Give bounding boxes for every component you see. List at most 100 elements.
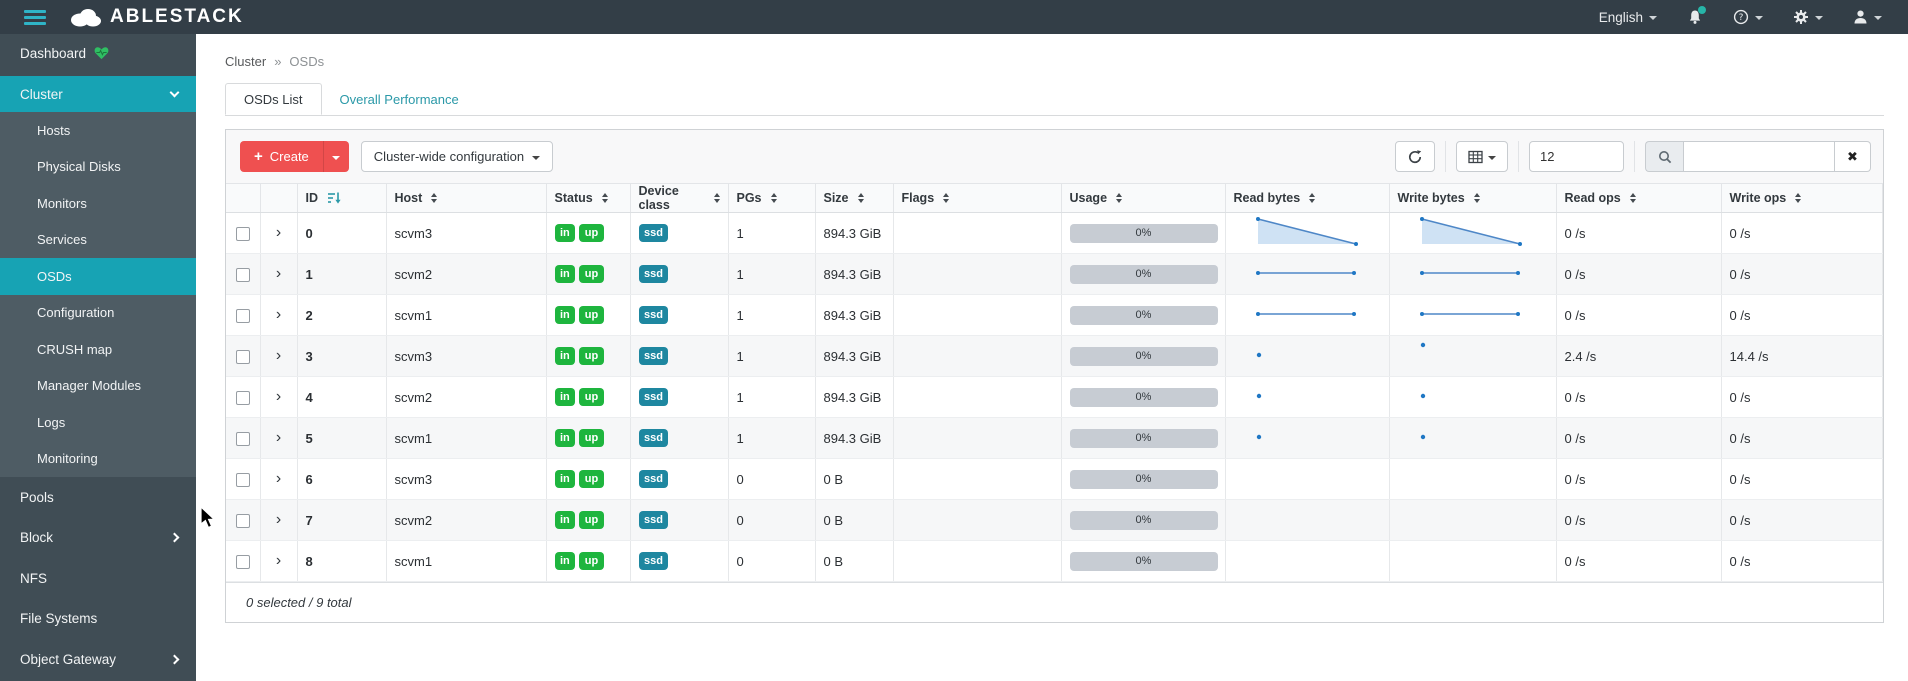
column-header-usage[interactable]: Usage bbox=[1061, 183, 1226, 213]
row-checkbox[interactable] bbox=[235, 513, 250, 528]
column-header-device-class[interactable]: Device class bbox=[630, 183, 729, 213]
usage-cell: 0% bbox=[1061, 335, 1226, 377]
clear-search-button[interactable]: ✖ bbox=[1835, 141, 1871, 172]
sidebar-item-nfs[interactable]: NFS bbox=[0, 558, 196, 599]
table-row: › 2 scvm1 in up ssd 1 894.3 GiB 0% 0 /s 0 /s bbox=[226, 294, 1883, 336]
sidebar-item-monitors[interactable]: Monitors bbox=[0, 185, 196, 222]
column-header-write-ops[interactable]: Write ops bbox=[1721, 183, 1883, 213]
column-toggle-button[interactable] bbox=[1456, 141, 1508, 172]
create-button[interactable]: + Create bbox=[240, 141, 349, 172]
expand-row-icon[interactable]: › bbox=[275, 224, 282, 241]
status-cell: in up bbox=[546, 376, 631, 418]
sidebar-item-pools[interactable]: Pools bbox=[0, 477, 196, 518]
column-header-read-bytes[interactable]: Read bytes bbox=[1225, 183, 1390, 213]
table-body: › 0 scvm3 in up ssd 1 894.3 GiB 0% 0 /s 0 /s › 1 scvm… bbox=[226, 212, 1883, 582]
sort-icon bbox=[1795, 193, 1802, 203]
sidebar-item-hosts[interactable]: Hosts bbox=[0, 112, 196, 149]
pgs-cell: 1 bbox=[728, 212, 816, 254]
column-header-size[interactable]: Size bbox=[815, 183, 894, 213]
expand-row-icon[interactable]: › bbox=[275, 306, 282, 323]
column-header-pgs[interactable]: PGs bbox=[728, 183, 816, 213]
notifications-button[interactable] bbox=[1687, 6, 1706, 25]
sparkline-chart bbox=[1419, 216, 1522, 246]
help-menu[interactable]: ? bbox=[1733, 9, 1763, 25]
row-checkbox[interactable] bbox=[235, 226, 250, 241]
sidebar-item-services[interactable]: Services bbox=[0, 221, 196, 258]
status-cell: in up bbox=[546, 212, 631, 254]
breadcrumb-cluster[interactable]: Cluster bbox=[225, 54, 267, 69]
status-cell: in up bbox=[546, 458, 631, 500]
write-ops-cell: 0 /s bbox=[1721, 458, 1883, 500]
read-bytes-cell bbox=[1225, 294, 1390, 336]
status-cell: in up bbox=[546, 417, 631, 459]
read-ops-cell: 0 /s bbox=[1556, 294, 1722, 336]
sidebar-item-block[interactable]: Block bbox=[0, 518, 196, 559]
sidebar-item-crush-map[interactable]: CRUSH map bbox=[0, 331, 196, 368]
sidebar-item-manager-modules[interactable]: Manager Modules bbox=[0, 367, 196, 404]
search-input[interactable] bbox=[1683, 141, 1835, 172]
menu-toggle-icon[interactable] bbox=[0, 0, 46, 34]
search-icon bbox=[1658, 150, 1671, 163]
user-menu[interactable] bbox=[1853, 9, 1882, 25]
expand-row-icon[interactable]: › bbox=[275, 552, 282, 569]
column-label: Host bbox=[394, 191, 423, 205]
sidebar-item-configuration[interactable]: Configuration bbox=[0, 294, 196, 331]
sidebar-item-osds[interactable]: OSDs bbox=[0, 258, 196, 295]
row-checkbox[interactable] bbox=[235, 472, 250, 487]
row-checkbox[interactable] bbox=[235, 390, 250, 405]
sidebar-item-label: Pools bbox=[20, 489, 54, 505]
cluster-wide-configuration-button[interactable]: Cluster-wide configuration bbox=[360, 141, 554, 172]
expand-row-icon[interactable]: › bbox=[275, 347, 282, 364]
row-checkbox[interactable] bbox=[235, 431, 250, 446]
expand-cell: › bbox=[260, 376, 298, 418]
status-badge: up bbox=[579, 470, 604, 489]
language-selector[interactable]: English bbox=[1599, 10, 1657, 25]
id-cell: 7 bbox=[297, 499, 387, 541]
device-class-cell: ssd bbox=[630, 499, 729, 541]
expand-cell: › bbox=[260, 499, 298, 541]
sidebar-item-file-systems[interactable]: File Systems bbox=[0, 599, 196, 640]
id-cell: 4 bbox=[297, 376, 387, 418]
column-header-flags[interactable]: Flags bbox=[893, 183, 1062, 213]
device-class-cell: ssd bbox=[630, 417, 729, 459]
sparkline-chart bbox=[1419, 311, 1520, 316]
tab-overall-performance[interactable]: Overall Performance bbox=[339, 91, 459, 107]
row-checkbox[interactable] bbox=[235, 267, 250, 282]
sparkline-chart bbox=[1255, 311, 1356, 316]
write-ops-cell: 0 /s bbox=[1721, 212, 1883, 254]
page-size-input[interactable] bbox=[1529, 141, 1624, 172]
sidebar-item-label: NFS bbox=[20, 570, 47, 586]
sidebar-item-dashboard[interactable]: Dashboard bbox=[0, 34, 196, 72]
sidebar-item-physical-disks[interactable]: Physical Disks bbox=[0, 148, 196, 185]
refresh-button[interactable] bbox=[1395, 141, 1435, 172]
usage-cell: 0% bbox=[1061, 417, 1226, 459]
expand-row-icon[interactable]: › bbox=[275, 265, 282, 282]
sort-icon bbox=[1473, 193, 1480, 203]
column-header-status[interactable]: Status bbox=[546, 183, 631, 213]
sidebar-item-logs[interactable]: Logs bbox=[0, 404, 196, 441]
settings-menu[interactable] bbox=[1793, 9, 1823, 25]
row-checkbox[interactable] bbox=[235, 308, 250, 323]
device-class-badge: ssd bbox=[638, 552, 669, 571]
flags-cell bbox=[893, 294, 1062, 336]
cloud-logo-icon bbox=[71, 9, 101, 27]
column-header-read-ops[interactable]: Read ops bbox=[1556, 183, 1722, 213]
sidebar-item-object-gateway[interactable]: Object Gateway bbox=[0, 639, 196, 680]
table-row: › 6 scvm3 in up ssd 0 0 B 0% 0 /s 0 /s bbox=[226, 458, 1883, 500]
sidebar-item-monitoring[interactable]: Monitoring bbox=[0, 440, 196, 477]
tab-osds-list[interactable]: OSDs List bbox=[225, 83, 322, 115]
sidebar-item-cluster[interactable]: Cluster bbox=[0, 76, 196, 112]
column-header-id[interactable]: ID bbox=[297, 183, 387, 213]
expand-row-icon[interactable]: › bbox=[275, 470, 282, 487]
row-checkbox[interactable] bbox=[235, 554, 250, 569]
expand-row-icon[interactable]: › bbox=[275, 388, 282, 405]
expand-row-icon[interactable]: › bbox=[275, 429, 282, 446]
create-dropdown-toggle[interactable] bbox=[322, 141, 349, 172]
expand-row-icon[interactable]: › bbox=[275, 511, 282, 528]
column-header-write-bytes[interactable]: Write bytes bbox=[1389, 183, 1557, 213]
device-class-cell: ssd bbox=[630, 335, 729, 377]
chevron-down-icon bbox=[332, 155, 341, 160]
column-header-host[interactable]: Host bbox=[386, 183, 547, 213]
status-badge: up bbox=[579, 224, 604, 243]
row-checkbox[interactable] bbox=[235, 349, 250, 364]
